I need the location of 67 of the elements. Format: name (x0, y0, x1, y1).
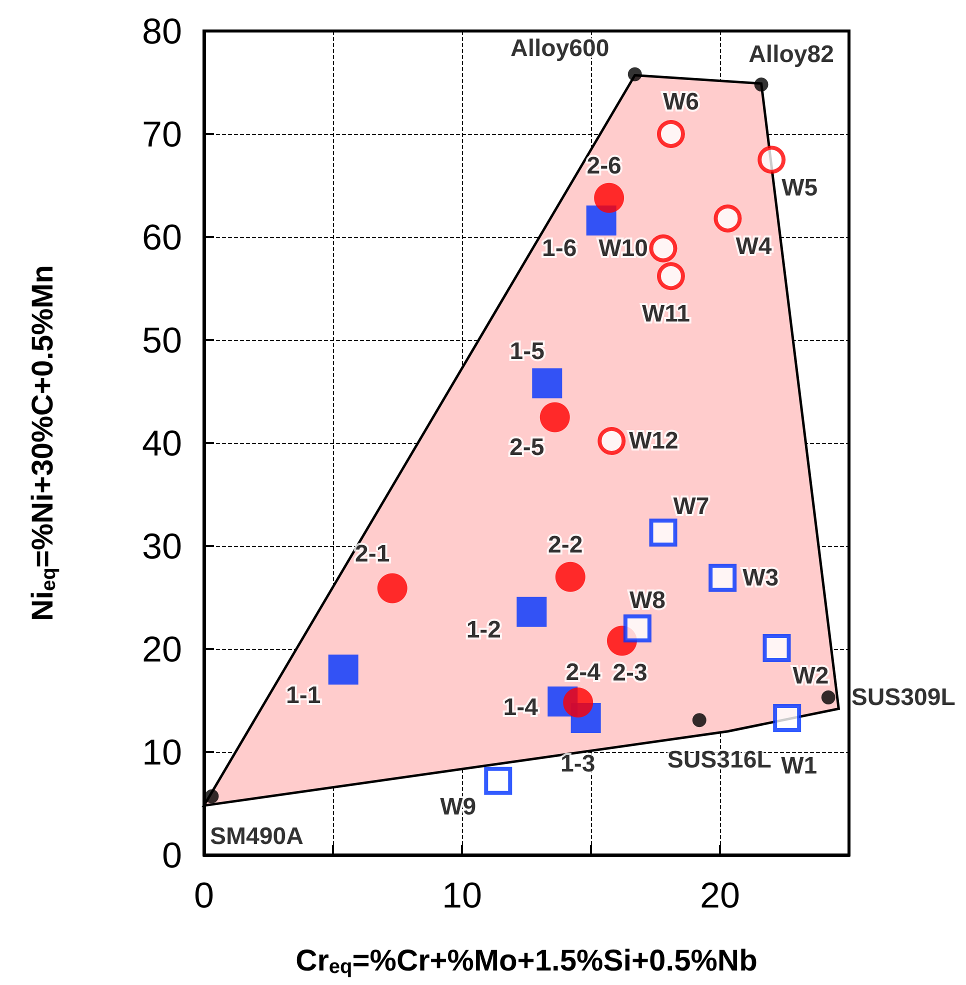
point (657, 120, 685, 148)
y-tick-label: 80 (142, 10, 182, 52)
data-label: SUS316L (667, 746, 772, 774)
x-axis-title: Creq=%Cr+%Mo+1.5%Si+0.5%Nb (296, 944, 758, 978)
point (758, 146, 786, 174)
data-label: W2 (792, 662, 829, 690)
data-label: 2-2 (548, 531, 583, 558)
data-label: 2-1 (354, 540, 390, 568)
point (821, 690, 836, 704)
data-label: 2-3 (612, 659, 648, 686)
point (762, 634, 791, 662)
data-label: W3 (742, 564, 779, 592)
data-label: SUS309L (851, 684, 956, 711)
point (377, 573, 408, 604)
y-tick-label: 0 (162, 834, 182, 876)
point (628, 67, 642, 82)
data-label: Alloy82 (748, 41, 834, 68)
point (204, 789, 219, 804)
data-label: W7 (673, 493, 710, 520)
y-tick-label: 10 (142, 732, 182, 772)
point (773, 704, 802, 732)
point (692, 713, 706, 728)
data-label: 1-2 (466, 616, 502, 644)
data-label: 2-5 (510, 434, 544, 461)
point (540, 402, 570, 432)
point (532, 368, 562, 398)
x-tick-label: 0 (194, 874, 214, 916)
data-label: SM490A (210, 822, 304, 850)
point (714, 204, 742, 232)
data-label: 1-1 (286, 682, 321, 710)
point (563, 688, 594, 718)
data-label: 2-4 (566, 659, 602, 686)
point (516, 596, 547, 627)
y-tick-label: 60 (142, 216, 182, 258)
data-label: W10 (598, 234, 648, 262)
point (649, 234, 678, 262)
point (328, 654, 358, 685)
point (708, 564, 737, 592)
data-label: 1-4 (503, 694, 539, 722)
point (623, 614, 652, 642)
point (555, 562, 586, 592)
y-tick-label: 20 (142, 628, 182, 670)
point (598, 426, 626, 455)
point (657, 262, 685, 290)
data-label: W1 (781, 752, 818, 780)
y-axis-title: Nieq=%Ni+30%C+0.5%Mn (26, 265, 60, 621)
y-tick-label: 70 (142, 114, 182, 154)
data-label: 1-6 (542, 235, 577, 262)
x-tick-label: 10 (442, 874, 482, 916)
data-label: 1-3 (560, 750, 596, 778)
data-label: 1-5 (510, 338, 544, 365)
data-label: W6 (662, 88, 699, 116)
y-tick-label: 40 (142, 422, 182, 464)
data-label: W12 (628, 427, 678, 454)
data-label: W5 (782, 174, 818, 202)
point (649, 518, 678, 547)
data-label: W9 (440, 793, 476, 820)
data-label: W11 (642, 300, 690, 328)
data-label: 2-6 (586, 152, 622, 180)
x-tick-label: 20 (700, 874, 740, 916)
y-tick-label: 50 (142, 320, 182, 360)
point (754, 78, 768, 92)
data-label: W8 (629, 586, 666, 614)
data-label: Alloy600 (510, 34, 610, 62)
y-tick-label: 30 (142, 526, 182, 566)
point (594, 182, 624, 213)
data-label: W4 (736, 232, 772, 260)
